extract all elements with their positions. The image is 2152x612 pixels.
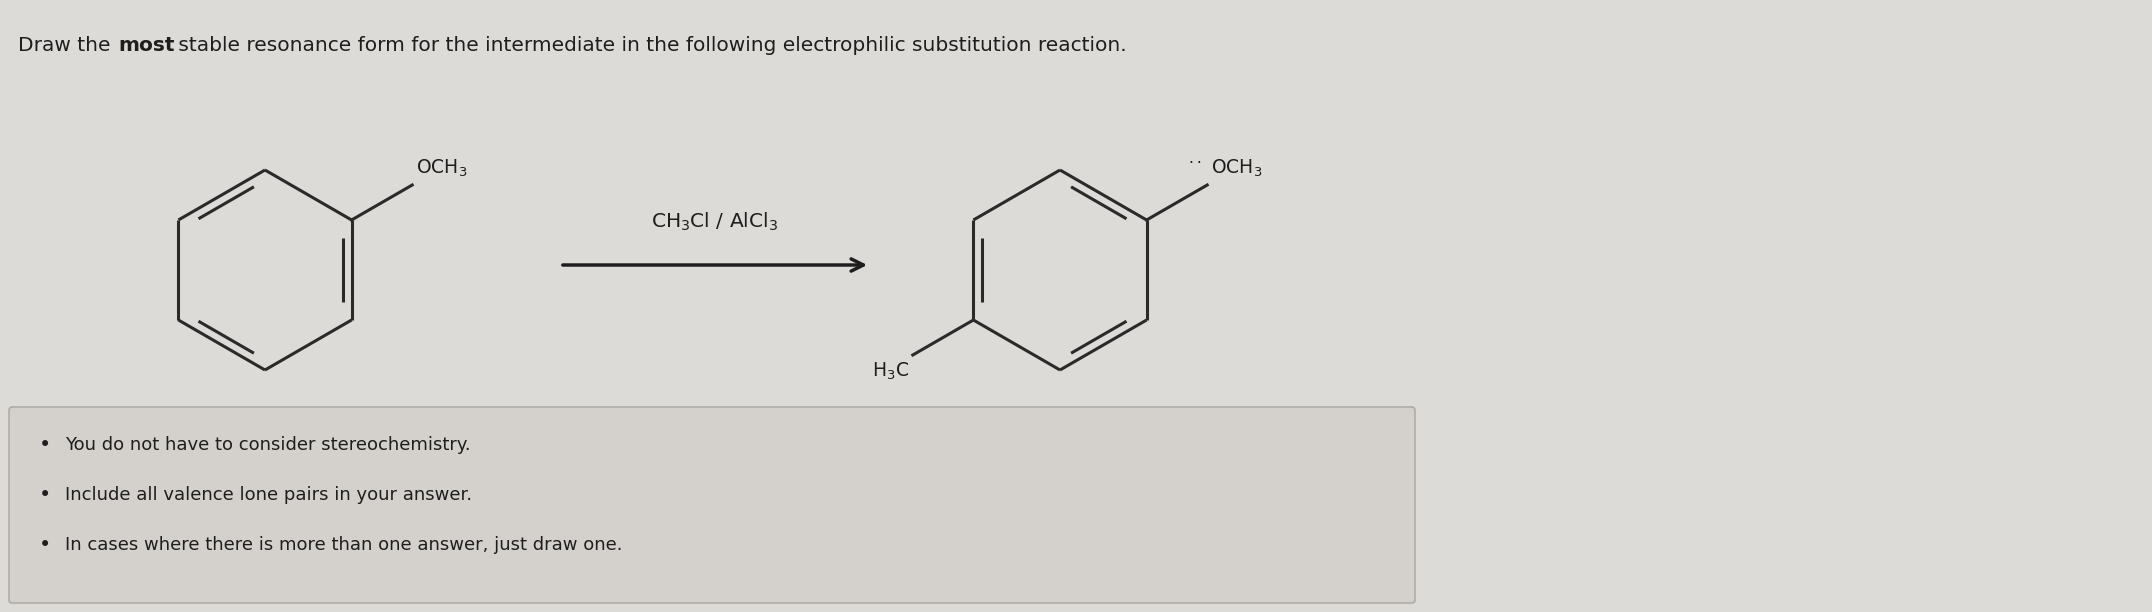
Text: OCH$_3$: OCH$_3$ <box>1212 158 1263 179</box>
Text: most: most <box>118 36 174 55</box>
FancyBboxPatch shape <box>9 407 1416 603</box>
Text: Draw the: Draw the <box>17 36 116 55</box>
Text: H$_3$C: H$_3$C <box>872 361 908 382</box>
Text: You do not have to consider stereochemistry.: You do not have to consider stereochemis… <box>65 436 471 454</box>
Text: •: • <box>39 485 52 505</box>
Text: Include all valence lone pairs in your answer.: Include all valence lone pairs in your a… <box>65 486 471 504</box>
Text: •: • <box>39 435 52 455</box>
Text: CH$_3$Cl / AlCl$_3$: CH$_3$Cl / AlCl$_3$ <box>652 211 779 233</box>
Text: •: • <box>39 535 52 555</box>
Text: stable resonance form for the intermediate in the following electrophilic substi: stable resonance form for the intermedia… <box>172 36 1128 55</box>
Text: In cases where there is more than one answer, just draw one.: In cases where there is more than one an… <box>65 536 622 554</box>
Text: · ·: · · <box>1188 156 1201 171</box>
Text: OCH$_3$: OCH$_3$ <box>415 158 467 179</box>
